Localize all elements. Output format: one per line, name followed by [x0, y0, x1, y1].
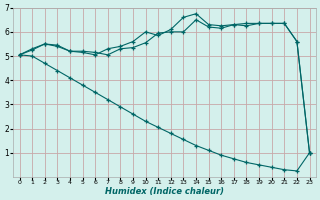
X-axis label: Humidex (Indice chaleur): Humidex (Indice chaleur) [105, 187, 224, 196]
